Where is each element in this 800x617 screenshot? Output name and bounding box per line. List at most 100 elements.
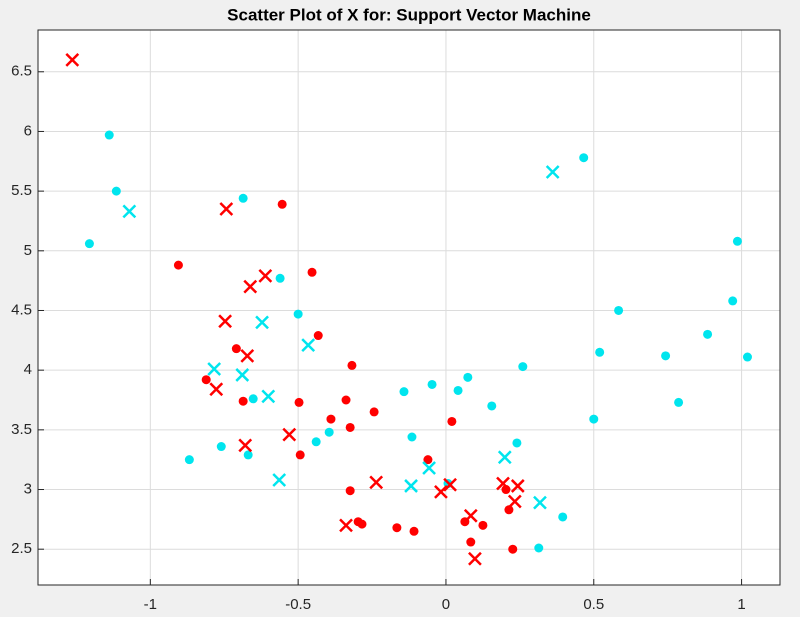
dot-marker [423, 455, 433, 465]
dot-marker [104, 130, 114, 140]
x-marker [422, 461, 436, 475]
x-marker [243, 279, 258, 294]
dot-marker [589, 414, 599, 424]
dot-marker [504, 505, 514, 515]
dot-marker [453, 385, 463, 395]
dot-marker [184, 455, 194, 465]
x-tick-label: -1 [144, 596, 157, 613]
x-marker [507, 494, 522, 509]
dot-marker [512, 438, 522, 448]
dot-marker [275, 273, 285, 283]
dot-marker [742, 352, 752, 362]
dot-marker [369, 407, 379, 417]
dot-marker [392, 523, 402, 533]
y-tick-label: 5.5 [11, 182, 32, 199]
x-tick-label: -0.5 [285, 596, 311, 613]
dot-marker [238, 396, 248, 406]
x-marker [497, 450, 512, 465]
dot-marker [326, 414, 336, 424]
dot-marker [508, 544, 518, 554]
dot-marker [399, 387, 409, 397]
axes-box [37, 29, 781, 586]
x-marker [443, 477, 457, 492]
y-tick-label: 5 [24, 242, 32, 259]
dot-marker [732, 236, 742, 246]
y-tick-label: 3.5 [11, 421, 32, 438]
dot-marker [201, 375, 211, 385]
dot-marker [238, 193, 248, 203]
x-marker [258, 268, 273, 283]
chart-title: Scatter Plot of X for: Support Vector Ma… [227, 5, 591, 24]
dot-marker [595, 347, 605, 357]
x-tick-label: 0.5 [583, 596, 604, 613]
x-marker [207, 362, 222, 376]
dot-marker [518, 362, 528, 372]
dot-marker [307, 267, 317, 277]
x-tick-label: 1 [737, 596, 745, 613]
x-marker [434, 485, 448, 499]
x-marker [510, 479, 525, 493]
dot-marker [84, 239, 94, 249]
x-marker [369, 475, 384, 490]
dot-marker [293, 309, 303, 319]
x-marker [240, 348, 255, 363]
dot-marker [111, 186, 121, 196]
x-marker [238, 438, 253, 453]
y-tick-label: 3 [24, 480, 32, 497]
dot-marker [466, 537, 476, 547]
x-marker [404, 479, 418, 493]
x-marker [533, 495, 547, 510]
dot-marker [487, 401, 497, 411]
x-marker [65, 52, 80, 67]
dot-marker [173, 260, 183, 270]
y-tick-label: 4.5 [11, 301, 32, 318]
dot-marker [341, 395, 351, 405]
x-marker [235, 368, 250, 382]
x-marker [282, 427, 297, 442]
dot-marker [345, 422, 355, 432]
x-marker [218, 314, 233, 329]
dot-marker [558, 512, 568, 522]
dot-marker [216, 442, 226, 452]
y-tick-label: 6.5 [11, 63, 32, 80]
dot-marker [311, 437, 321, 447]
dot-marker [674, 397, 684, 407]
dot-marker [294, 397, 304, 407]
x-marker [301, 338, 316, 352]
dot-marker [661, 351, 671, 361]
dot-marker [579, 153, 589, 163]
y-tick-label: 4 [24, 361, 32, 378]
dot-marker [463, 372, 473, 382]
dot-marker [357, 519, 367, 529]
dot-marker [345, 486, 355, 496]
dot-marker [728, 296, 738, 306]
dot-marker [478, 520, 488, 530]
x-tick-label: 0 [442, 596, 450, 613]
dot-marker [347, 360, 357, 370]
y-tick-label: 2.5 [11, 540, 32, 557]
plot-area [38, 30, 780, 585]
dot-marker [407, 432, 417, 442]
x-marker [496, 476, 510, 491]
x-marker [468, 551, 482, 566]
dot-marker [313, 331, 323, 341]
dot-marker [614, 305, 624, 315]
dot-marker [248, 394, 258, 404]
dot-marker [324, 427, 334, 437]
dot-marker [534, 543, 544, 553]
dot-marker [409, 526, 419, 536]
dot-marker [243, 450, 253, 460]
dot-marker [277, 199, 287, 209]
x-marker [261, 389, 276, 404]
dot-marker [703, 329, 713, 339]
dot-marker [447, 416, 457, 426]
x-marker [255, 315, 269, 330]
dot-marker [427, 379, 437, 389]
x-marker [272, 473, 287, 487]
x-marker [219, 202, 234, 216]
dot-marker [295, 450, 305, 460]
x-marker [545, 165, 560, 179]
x-marker [209, 382, 224, 397]
